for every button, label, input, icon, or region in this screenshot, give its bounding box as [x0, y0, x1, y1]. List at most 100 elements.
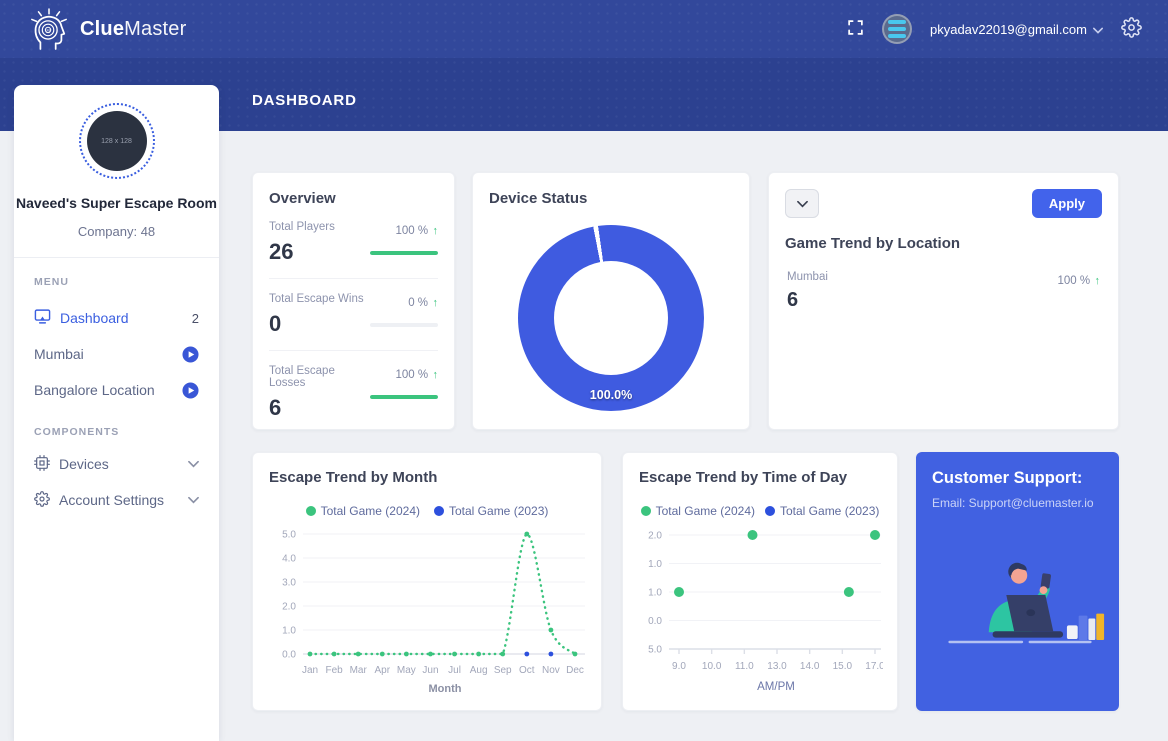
cpu-icon [34, 454, 50, 474]
stat-progress-bar [370, 251, 438, 255]
expand-play-button[interactable] [182, 381, 199, 399]
svg-text:AM/PM: AM/PM [757, 681, 795, 693]
sidebar-item-devices[interactable]: Devices [14, 446, 219, 482]
game-trend-card: Apply Game Trend by Location Mumbai 6 10… [768, 172, 1119, 430]
divider [269, 350, 438, 351]
svg-text:5.0: 5.0 [648, 645, 662, 656]
chart-legend: Total Game (2024) Total Game (2023) [639, 504, 881, 518]
up-arrow-icon: ↑ [432, 297, 439, 309]
stat-label: Total Escape Wins [269, 293, 364, 305]
fullscreen-button[interactable] [847, 19, 864, 39]
svg-text:May: May [397, 665, 416, 676]
legend-item-2024[interactable]: Total Game (2024) [640, 504, 755, 518]
legend-dot-blue [434, 506, 444, 516]
settings-button[interactable] [1121, 17, 1142, 41]
legend-dot-green [305, 506, 316, 516]
sidebar-item-label: Dashboard [60, 310, 129, 326]
month-line-chart: 5.0 4.0 3.0 2.0 1.0 0.0 Jan Feb Mar Apr May Jun Jul A… [282, 530, 585, 695]
card-title: Escape Trend by Month [269, 469, 438, 486]
sidebar-item-dashboard[interactable]: Dashboard 2 [14, 300, 219, 336]
legend-item-2023[interactable]: Total Game (2023) [765, 504, 879, 518]
sidebar-item-label: Bangalore Location [34, 382, 155, 398]
up-arrow-icon: ↑ [432, 225, 439, 237]
sidebar-item-mumbai[interactable]: Mumbai [14, 336, 219, 372]
stat-progress-bar [370, 323, 438, 327]
svg-text:0.0: 0.0 [282, 650, 296, 661]
cluemaster-logo-icon: M [28, 7, 70, 51]
svg-text:2.0: 2.0 [282, 602, 296, 613]
svg-text:Apr: Apr [374, 665, 390, 676]
stat-total-players: Total Players 26 100 % ↑ [269, 221, 438, 265]
stat-label: Mumbai [787, 271, 828, 283]
card-title: Escape Trend by Time of Day [639, 469, 848, 486]
divider [14, 257, 219, 258]
svg-text:Jul: Jul [448, 665, 461, 676]
customer-support-card: Customer Support: Email: Support@cluemas… [916, 452, 1119, 711]
user-email: pkyadav22019@gmail.com [929, 21, 1087, 37]
top-navbar: M ClueMaster pkyadav22019@gmail.com [0, 0, 1168, 58]
sidebar-item-account-settings[interactable]: Account Settings [14, 482, 219, 518]
legend-item-2023[interactable]: Total Game (2023) [434, 504, 548, 518]
svg-text:Feb: Feb [325, 665, 343, 676]
monitor-icon [34, 308, 51, 328]
stat-percent: 100 % [1057, 275, 1091, 287]
support-email: Email: Support@cluemaster.io [932, 496, 1094, 510]
components-section-heading: COMPONENTS [34, 426, 120, 438]
apply-button[interactable]: Apply [1031, 189, 1102, 218]
user-avatar[interactable] [881, 14, 912, 44]
stat-total-escape-losses: Total Escape Losses 6 100 % ↑ [269, 365, 438, 421]
time-scatter-chart: 2.0 1.0 1.0 0.0 5.0 9.0 10.0 11.0 13.0 14.0 15.0 17… [648, 530, 883, 693]
dashboard-count-badge: 2 [191, 310, 199, 326]
legend-item-2024[interactable]: Total Game (2024) [305, 504, 420, 518]
stat-percent: 0 % [408, 297, 429, 309]
svg-text:9.0: 9.0 [672, 661, 686, 672]
svg-text:Sep: Sep [494, 665, 512, 676]
svg-text:Nov: Nov [542, 665, 560, 676]
svg-text:Oct: Oct [519, 665, 535, 676]
svg-text:11.0: 11.0 [735, 661, 754, 672]
sidebar-item-label: Account Settings [59, 492, 165, 508]
svg-text:1.0: 1.0 [648, 588, 662, 599]
svg-text:14.0: 14.0 [800, 661, 820, 672]
escape-trend-time-card: Escape Trend by Time of Day Total Game (… [622, 452, 898, 711]
support-title: Customer Support: [932, 469, 1083, 487]
stat-label: Total Players [269, 221, 335, 233]
up-arrow-icon: ↑ [1094, 275, 1101, 287]
sidebar-item-bangalore-location[interactable]: Bangalore Location [14, 372, 219, 408]
escape-trend-month-card: Escape Trend by Month Total Game (2024) … [252, 452, 602, 711]
stat-total-escape-wins: Total Escape Wins 0 0 % ↑ [269, 293, 438, 337]
chevron-down-icon [188, 496, 199, 504]
svg-text:Jan: Jan [302, 665, 318, 676]
donut-hole [554, 261, 668, 375]
avatar-placeholder-text: 128 x 128 [101, 137, 132, 145]
location-filter-dropdown[interactable] [785, 189, 819, 218]
svg-text:Month: Month [429, 683, 462, 695]
donut-slice-label: 100.0% [589, 388, 633, 402]
fullscreen-icon [847, 19, 864, 39]
brand[interactable]: M ClueMaster [28, 7, 186, 51]
stat-value: 6 [787, 289, 799, 311]
device-status-donut-chart: 100.0% [518, 225, 704, 411]
svg-text:Dec: Dec [566, 665, 584, 676]
org-name: Naveed's Super Escape Room [16, 195, 217, 211]
stat-percent: 100 % [395, 225, 429, 237]
svg-text:Mar: Mar [350, 665, 368, 676]
card-title: Overview [269, 190, 336, 207]
navbar-right: pkyadav22019@gmail.com [847, 14, 1142, 44]
stat-value: 26 [269, 239, 294, 264]
up-arrow-icon: ↑ [432, 369, 439, 381]
svg-text:10.0: 10.0 [702, 661, 722, 672]
card-title: Game Trend by Location [785, 235, 961, 252]
user-menu-button[interactable]: pkyadav22019@gmail.com [930, 22, 1103, 37]
svg-text:M: M [46, 29, 49, 33]
stat-value: 6 [269, 395, 282, 420]
location-stat-row-mumbai: Mumbai 6 100 % ↑ [785, 271, 1102, 312]
svg-text:Jun: Jun [422, 665, 438, 676]
org-company: Company: 48 [77, 224, 156, 239]
svg-text:17.0: 17.0 [865, 661, 883, 672]
svg-text:13.0: 13.0 [767, 661, 787, 672]
expand-play-button[interactable] [182, 345, 199, 363]
stat-progress-bar [370, 395, 438, 399]
device-status-card: Device Status 100.0% [472, 172, 750, 430]
support-illustration [932, 562, 1108, 660]
